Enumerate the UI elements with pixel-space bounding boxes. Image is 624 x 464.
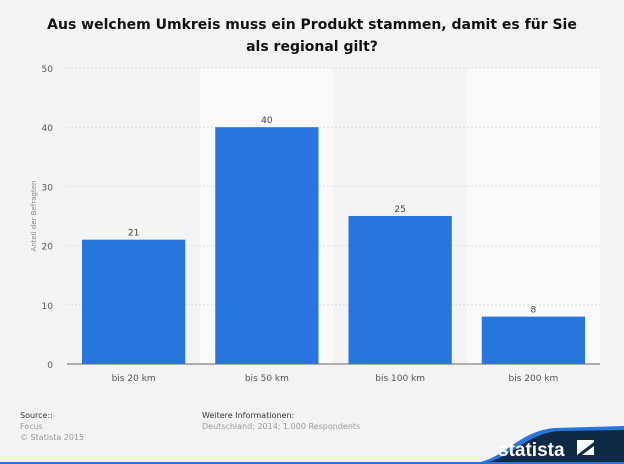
x-tick-label: bis 100 km xyxy=(375,374,425,384)
bottom-line xyxy=(0,462,624,464)
y-tick-label: 0 xyxy=(47,361,53,371)
source-label: Source:: xyxy=(20,411,53,420)
info-label: Weitere Informationen: xyxy=(202,411,295,420)
bar xyxy=(481,316,585,364)
data-label: 25 xyxy=(394,205,405,215)
info-block: Weitere Informationen: Deutschland; 2014… xyxy=(202,410,360,432)
y-tick-label: 50 xyxy=(42,65,54,75)
x-tick-label: bis 50 km xyxy=(245,374,289,384)
y-tick-label: 20 xyxy=(42,243,54,253)
x-tick-label: bis 20 km xyxy=(112,374,156,384)
x-tick-label: bis 200 km xyxy=(508,374,558,384)
band xyxy=(466,68,600,364)
statista-logo: statista xyxy=(464,426,624,464)
source-text: Focus xyxy=(20,422,43,431)
info-text: Deutschland; 2014; 1.000 Respondents xyxy=(202,422,361,431)
data-label: 21 xyxy=(128,229,139,239)
y-tick-label: 30 xyxy=(42,183,54,193)
bar xyxy=(215,127,319,364)
chart-title: Aus welchem Umkreis muss ein Produkt sta… xyxy=(47,17,577,55)
copyright: © Statista 2015 xyxy=(20,433,85,442)
data-label: 40 xyxy=(261,116,273,126)
y-axis-label: Anteil der Befragten xyxy=(30,181,38,252)
bar xyxy=(348,216,452,364)
svg-text:statista: statista xyxy=(498,440,565,461)
y-tick-label: 40 xyxy=(42,124,54,134)
data-label: 8 xyxy=(531,306,537,316)
bar-chart: 0 10 20 30 40 50 21 bis 20 km 40 bis 50 km 25 bis 1… xyxy=(30,65,600,384)
y-tick-label: 10 xyxy=(42,302,54,312)
source-block: Source:: Focus © Statista 2015 xyxy=(20,410,84,443)
bar xyxy=(82,239,186,364)
